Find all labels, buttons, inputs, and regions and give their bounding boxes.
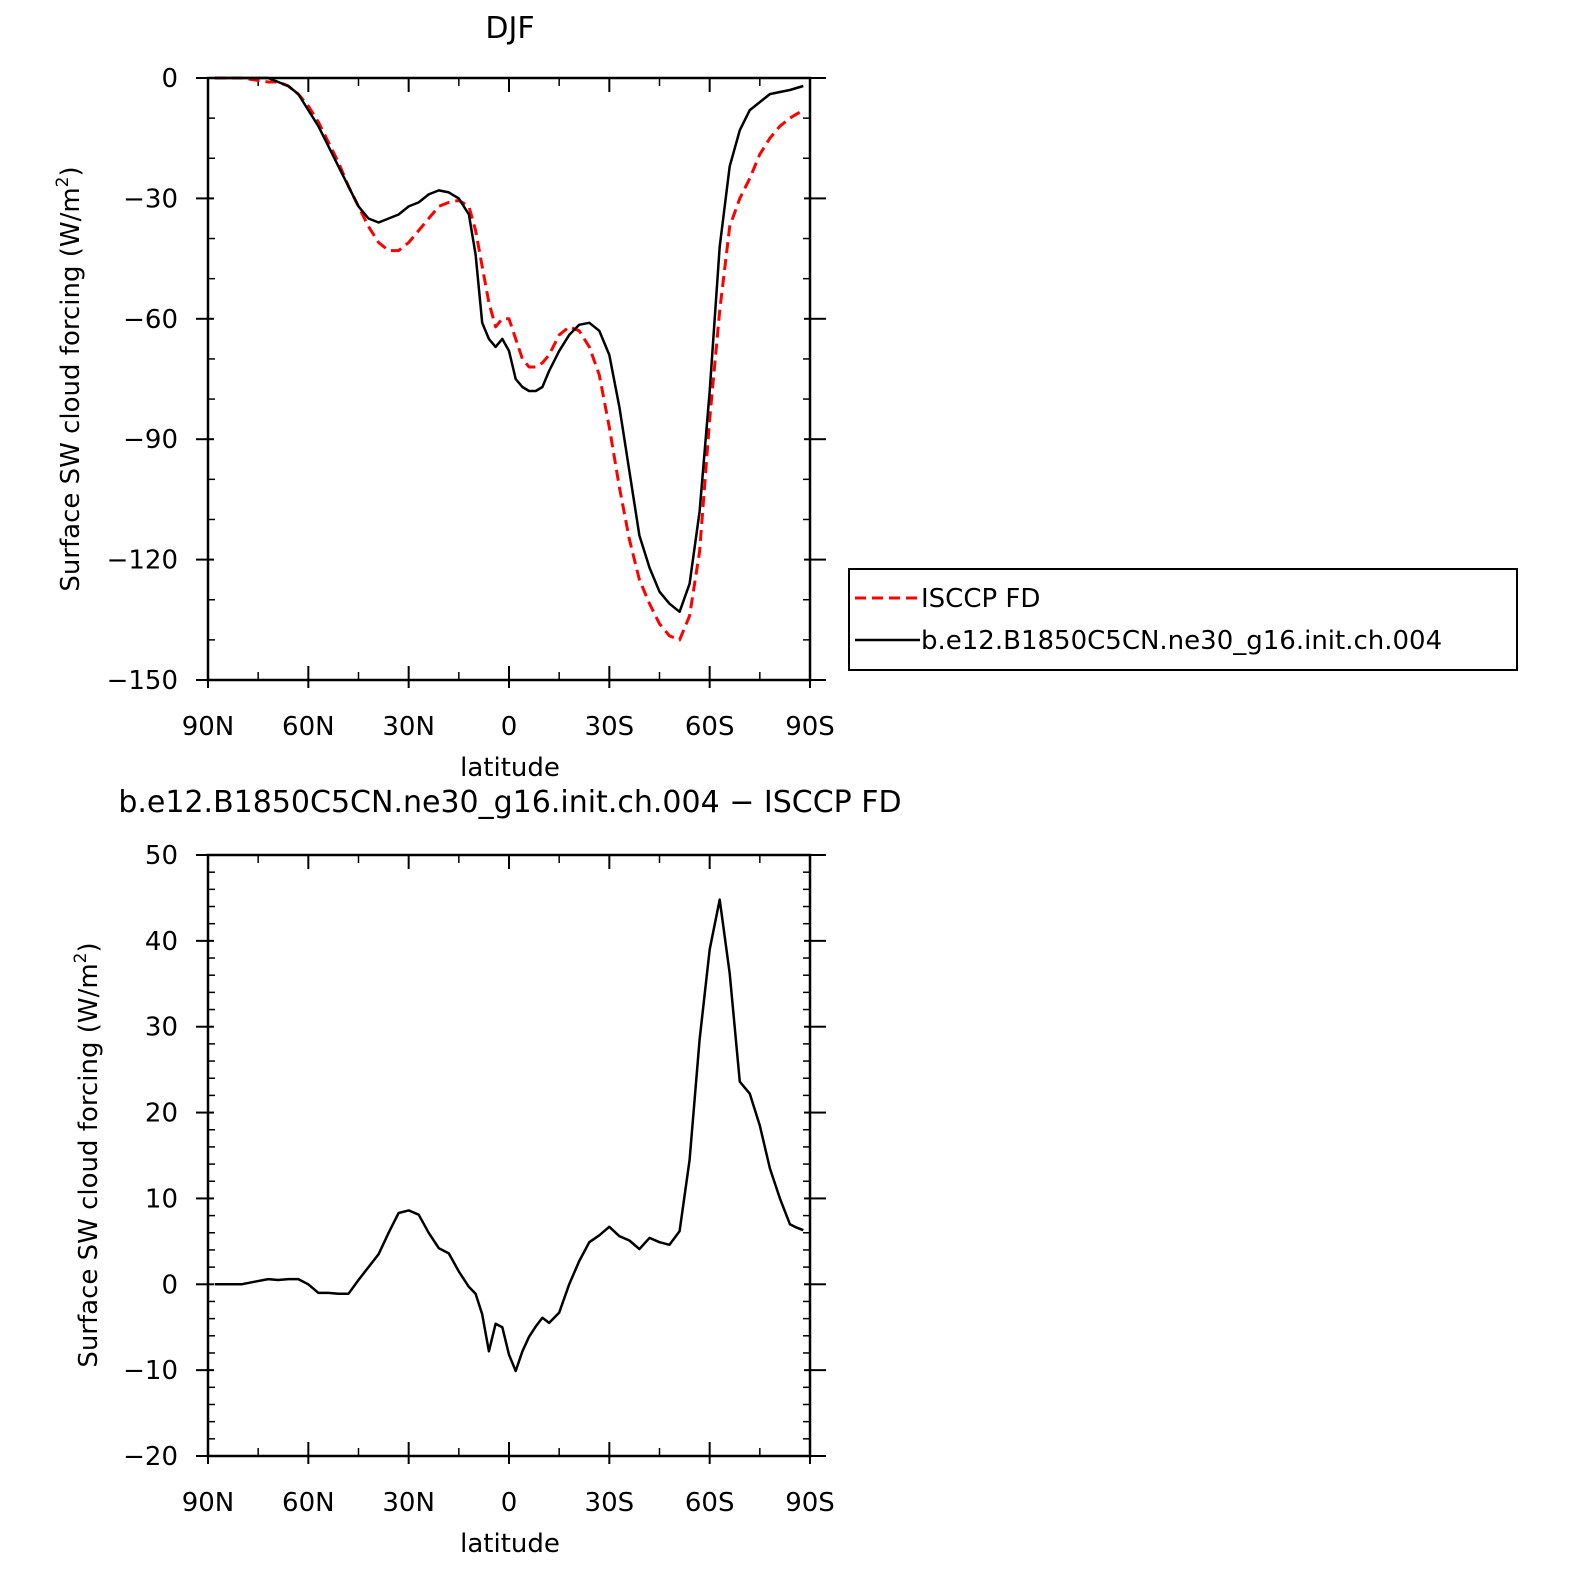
- y-tick-label: −120: [107, 546, 178, 576]
- x-tick-label: 0: [501, 712, 518, 742]
- x-tick-label: 30S: [585, 1488, 635, 1518]
- legend-box: [848, 568, 1518, 671]
- y-axis-label: Surface SW cloud forcing (W/m2): [71, 942, 104, 1367]
- y-axis-label-end: ): [56, 166, 86, 176]
- y-axis-label-main: Surface SW cloud forcing (W/m: [74, 963, 104, 1367]
- x-tick-label: 0: [501, 1488, 518, 1518]
- y-tick-labels: 50 40 30 20 10 0 −10 −20: [123, 841, 178, 1472]
- x-tick-label: 60N: [282, 1488, 335, 1518]
- chart-djf: DJF 90N 60N 30N 0 30S 60S 90S 0 −30 −60 −90 −120 −1…: [53, 11, 1518, 783]
- y-tick-labels: 0 −30 −60 −90 −120 −150: [107, 64, 178, 696]
- x-tick-label: 30N: [382, 712, 435, 742]
- x-tick-label: 60S: [685, 712, 735, 742]
- series-line-difference: [214, 898, 804, 1373]
- y-tick-label: 50: [145, 841, 178, 871]
- legend: ISCCP FD b.e12.B1850C5CN.ne30_g16.init.c…: [848, 568, 1518, 671]
- legend-label-isccp: ISCCP FD: [921, 584, 1040, 614]
- x-tick-label: 90N: [182, 1488, 235, 1518]
- plot-frame: [206, 853, 812, 1458]
- y-tick-label: 10: [145, 1184, 178, 1214]
- y-axis-label-sup: 2: [53, 176, 73, 187]
- y-tick-label: −150: [107, 666, 178, 696]
- x-tick-labels: 90N 60N 30N 0 30S 60S 90S: [182, 712, 835, 742]
- y-tick-label: 40: [145, 927, 178, 957]
- y-axis-label: Surface SW cloud forcing (W/m2): [53, 166, 86, 591]
- series-group: [214, 76, 805, 642]
- chart-difference: b.e12.B1850C5CN.ne30_g16.init.ch.004 − I…: [71, 785, 902, 1559]
- plot-frame: [206, 76, 812, 682]
- y-tick-label: −10: [123, 1356, 178, 1386]
- x-tick-label: 30N: [382, 1488, 435, 1518]
- series-line-b-e12-b1850c5cn-ne30-g16-init-ch-004: [214, 76, 804, 614]
- x-axis-label: latitude: [460, 753, 560, 783]
- y-tick-label: 0: [161, 64, 178, 94]
- x-tick-labels: 90N 60N 30N 0 30S 60S 90S: [182, 1488, 835, 1518]
- series-line-isccp-fd: [214, 76, 805, 642]
- y-tick-label: 30: [145, 1013, 178, 1043]
- y-axis-label-main: Surface SW cloud forcing (W/m: [56, 187, 86, 591]
- x-tick-label: 90N: [182, 712, 235, 742]
- chart-title: DJF: [485, 11, 534, 46]
- y-tick-label: −90: [123, 425, 178, 455]
- x-tick-label: 30S: [585, 712, 635, 742]
- y-tick-label: −30: [123, 184, 178, 214]
- y-tick-label: −20: [123, 1442, 178, 1472]
- y-tick-label: 20: [145, 1099, 178, 1129]
- x-tick-label: 90S: [785, 712, 835, 742]
- x-tick-label: 60S: [685, 1488, 735, 1518]
- x-tick-label: 60N: [282, 712, 335, 742]
- chart-title: b.e12.B1850C5CN.ne30_g16.init.ch.004 − I…: [118, 785, 901, 820]
- tick-marks: [196, 854, 826, 1464]
- x-axis-label: latitude: [460, 1529, 560, 1559]
- y-axis-label-end: ): [74, 942, 104, 952]
- y-tick-label: −60: [123, 305, 178, 335]
- x-tick-label: 90S: [785, 1488, 835, 1518]
- y-axis-label-sup: 2: [71, 952, 91, 963]
- y-tick-label: 0: [161, 1270, 178, 1300]
- series-group: [214, 898, 804, 1373]
- tick-marks: [196, 77, 826, 688]
- legend-label-model: b.e12.B1850C5CN.ne30_g16.init.ch.004: [921, 626, 1442, 656]
